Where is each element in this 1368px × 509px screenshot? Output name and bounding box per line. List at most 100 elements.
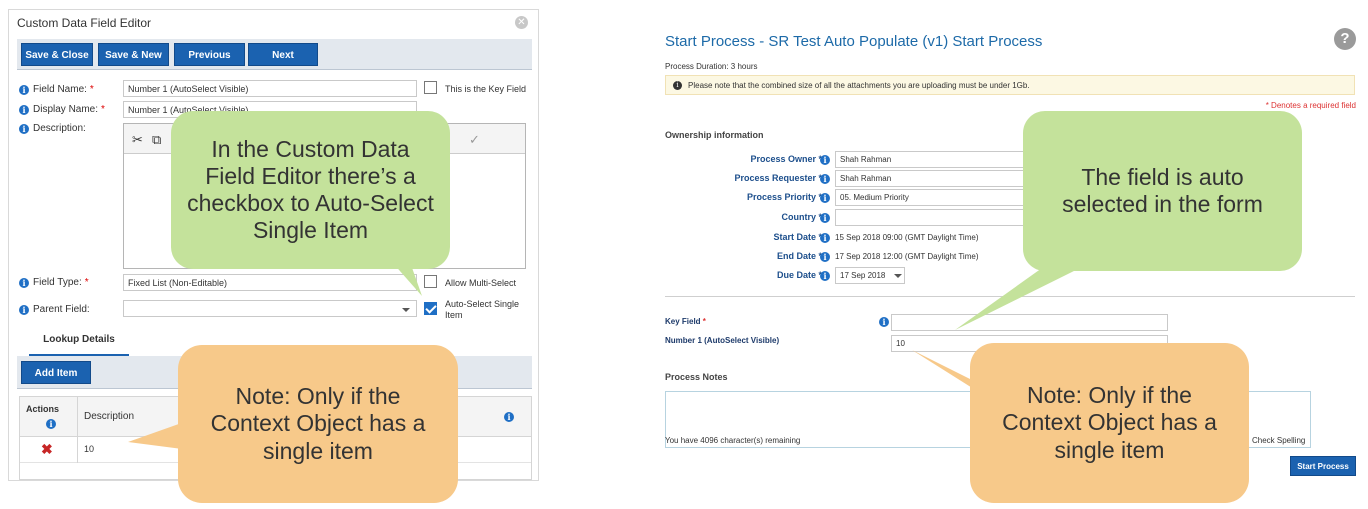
- field-name-label-row: i Field Name: *: [19, 84, 94, 95]
- key-field-checkbox[interactable]: [424, 81, 437, 94]
- attachment-notice: i Please note that the combined size of …: [665, 75, 1355, 95]
- add-item-button[interactable]: Add Item: [21, 361, 91, 384]
- callout-green-left-text: In the Custom Data Field Editor there’s …: [187, 135, 434, 244]
- process-requester-input[interactable]: Shah Rahman: [835, 170, 1025, 187]
- info-icon[interactable]: i: [19, 84, 29, 95]
- next-button[interactable]: Next: [248, 43, 318, 66]
- description-column-header: Description: [84, 411, 135, 422]
- end-date-row: End Date * i 17 Sep 2018 12:00 (GMT Dayl…: [658, 248, 1362, 266]
- due-date-label: Due Date *: [776, 270, 822, 280]
- save-close-button[interactable]: Save & Close: [21, 43, 93, 66]
- copy-icon[interactable]: ⧉: [152, 132, 162, 147]
- allow-multi-select-label: Allow Multi-Select: [445, 278, 517, 288]
- row-description: 10: [84, 444, 95, 454]
- auto-select-single-item-label: Auto-Select Single Item: [445, 299, 520, 320]
- chars-remaining: You have 4096 character(s) remaining: [665, 436, 801, 445]
- cut-icon[interactable]: ✂: [132, 132, 143, 147]
- actions-column-header: Actions: [26, 404, 60, 414]
- info-icon[interactable]: i: [820, 233, 830, 243]
- info-icon[interactable]: i: [19, 123, 29, 134]
- start-date-row: Start Date * i 15 Sep 2018 09:00 (GMT Da…: [658, 229, 1362, 247]
- field-type-label: Field Type:: [33, 277, 82, 288]
- start-date-label: Start Date *: [773, 232, 822, 242]
- field-name-input[interactable]: Number 1 (AutoSelect Visible): [123, 80, 417, 97]
- parent-field-select[interactable]: [123, 300, 417, 317]
- start-process-button[interactable]: Start Process: [1290, 456, 1356, 476]
- due-date-row: Due Date * i 17 Sep 2018: [658, 267, 1362, 285]
- info-icon[interactable]: i: [820, 155, 830, 165]
- column-divider: [77, 397, 78, 437]
- required-field-note: * Denotes a required field: [1265, 101, 1356, 110]
- process-duration: Process Duration: 3 hours: [665, 62, 758, 71]
- info-icon[interactable]: i: [46, 419, 56, 429]
- parent-field-label: Parent Field:: [33, 304, 90, 315]
- callout-green-left: In the Custom Data Field Editor there’s …: [171, 111, 450, 269]
- due-date-select[interactable]: 17 Sep 2018: [835, 267, 905, 284]
- required-mark: *: [84, 277, 89, 288]
- start-date-value: 15 Sep 2018 09:00 (GMT Daylight Time): [835, 233, 979, 242]
- page-title: Start Process - SR Test Auto Populate (v…: [665, 33, 1043, 50]
- process-requester-label: Process Requester *: [734, 173, 822, 183]
- field-type-label-row: i Field Type: *: [19, 277, 89, 288]
- field-type-input[interactable]: Fixed List (Non-Editable): [123, 274, 417, 291]
- start-process-form: Start Process - SR Test Auto Populate (v…: [658, 20, 1362, 490]
- editor-toolbar: Save & Close Save & New Previous Next: [17, 39, 532, 70]
- parent-field-label-row: i Parent Field:: [19, 304, 90, 315]
- section-divider: [665, 296, 1355, 297]
- info-icon[interactable]: i: [820, 271, 830, 281]
- info-icon[interactable]: i: [820, 252, 830, 262]
- number1-label: Number 1 (AutoSelect Visible): [665, 336, 780, 345]
- description-label: Description:: [33, 123, 86, 134]
- process-priority-input[interactable]: 05. Medium Priority: [835, 189, 1025, 206]
- info-icon[interactable]: i: [504, 412, 514, 422]
- ownership-heading: Ownership information: [665, 130, 764, 140]
- callout-orange-left: Note: Only if the Context Object has a s…: [178, 345, 458, 503]
- field-name-label: Field Name:: [33, 84, 87, 95]
- allow-multi-select-checkbox[interactable]: [424, 275, 437, 288]
- callout-orange-left-text: Note: Only if the Context Object has a s…: [210, 383, 426, 464]
- process-owner-input[interactable]: Shah Rahman: [835, 151, 1025, 168]
- callout-orange-right-text: Note: Only if the Context Object has a s…: [1002, 382, 1217, 463]
- required-mark: *: [89, 84, 94, 95]
- description-label-row: i Description:: [19, 123, 86, 134]
- check-spelling-link[interactable]: Check Spelling: [1252, 436, 1306, 445]
- key-field-label: This is the Key Field: [445, 84, 527, 94]
- process-priority-label: Process Priority *: [746, 192, 822, 202]
- help-icon[interactable]: ?: [1334, 28, 1356, 50]
- end-date-label: End Date *: [776, 251, 822, 261]
- save-new-button[interactable]: Save & New: [98, 43, 169, 66]
- process-owner-label: Process Owner *: [750, 154, 822, 164]
- callout-orange-right: Note: Only if the Context Object has a s…: [970, 343, 1249, 503]
- close-icon[interactable]: ✕: [515, 16, 528, 29]
- notice-text: Please note that the combined size of al…: [688, 80, 1030, 90]
- info-icon[interactable]: i: [19, 277, 29, 288]
- required-mark: *: [101, 104, 105, 115]
- info-icon[interactable]: i: [879, 317, 889, 327]
- key-field-input[interactable]: [891, 314, 1168, 331]
- dialog-title: Custom Data Field Editor: [17, 16, 152, 30]
- chevron-down-icon: [894, 274, 902, 278]
- process-notes-heading: Process Notes: [665, 372, 728, 382]
- chevron-down-icon: [402, 308, 410, 312]
- delete-icon[interactable]: ✖: [41, 441, 53, 457]
- info-icon[interactable]: i: [820, 174, 830, 184]
- country-input[interactable]: [835, 209, 1025, 226]
- info-icon[interactable]: i: [19, 104, 29, 115]
- info-icon[interactable]: i: [820, 213, 830, 223]
- spellcheck-icon[interactable]: ✓: [469, 132, 480, 147]
- auto-select-single-item-checkbox[interactable]: [424, 302, 437, 315]
- display-name-label-row: i Display Name: *: [19, 104, 105, 115]
- display-name-label: Display Name:: [33, 104, 99, 115]
- callout-green-right: The field is auto selected in the form: [1023, 111, 1302, 271]
- end-date-value: 17 Sep 2018 12:00 (GMT Daylight Time): [835, 252, 979, 261]
- callout-green-right-text: The field is auto selected in the form: [1062, 163, 1263, 217]
- info-icon: i: [673, 80, 682, 90]
- key-field-label: Key Field *: [665, 317, 706, 326]
- info-icon[interactable]: i: [19, 304, 29, 315]
- tab-lookup-details[interactable]: Lookup Details: [29, 328, 129, 356]
- column-divider: [77, 437, 78, 463]
- previous-button[interactable]: Previous: [174, 43, 245, 66]
- due-date-value: 17 Sep 2018: [840, 271, 886, 280]
- country-label: Country *: [781, 212, 823, 222]
- info-icon[interactable]: i: [820, 193, 830, 203]
